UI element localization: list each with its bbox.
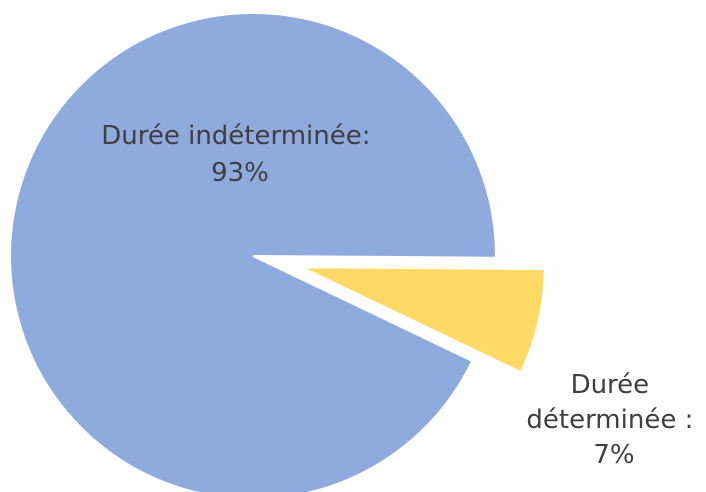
slice-label-duree-determinee-line-2: déterminée : — [526, 405, 693, 435]
slice-label-duree-indeterminee-line-1: Durée indéterminée: — [101, 121, 370, 151]
slice-label-duree-determinee: Durée déterminée : 7% — [526, 370, 701, 470]
slice-label-duree-indeterminee-line-2: 93% — [211, 158, 269, 188]
slice-label-duree-determinee-line-1: Durée — [571, 370, 650, 400]
slice-label-duree-determinee-line-3: 7% — [593, 440, 634, 470]
slice-label-duree-indeterminee: Durée indéterminée: 93% — [101, 121, 379, 188]
pie-slice-duree-indeterminee — [9, 12, 497, 492]
pie-slices — [9, 12, 546, 492]
pie-slice-duree-determinee — [301, 266, 546, 374]
